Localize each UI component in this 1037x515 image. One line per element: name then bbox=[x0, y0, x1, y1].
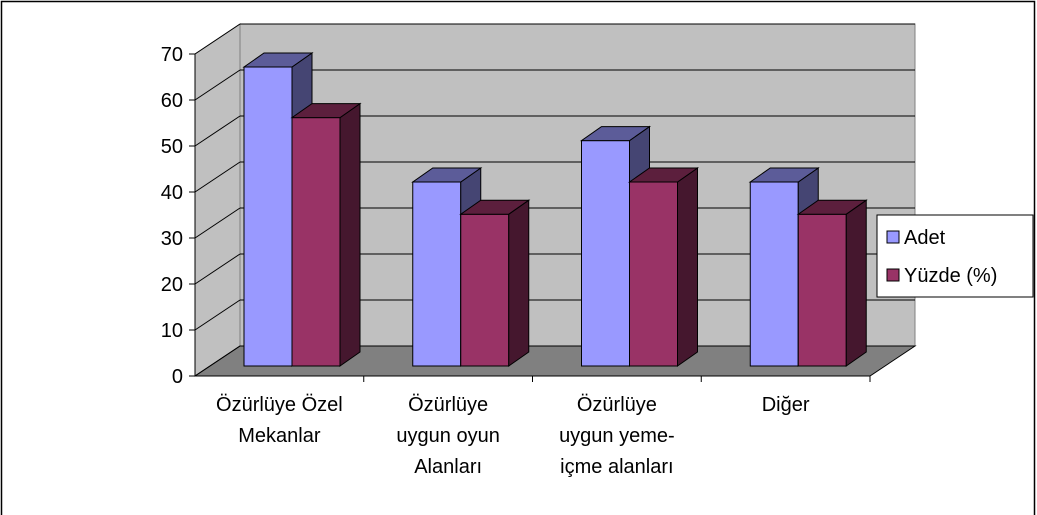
y-tick-label: 20 bbox=[161, 274, 183, 296]
grid-line bbox=[194, 69, 241, 101]
bar-top bbox=[459, 199, 531, 215]
grid-line bbox=[194, 23, 241, 55]
bar bbox=[290, 102, 362, 367]
bar-side bbox=[845, 199, 867, 367]
y-tick-label: 60 bbox=[161, 90, 183, 112]
bar-front bbox=[581, 140, 630, 367]
grid-line bbox=[194, 345, 241, 377]
y-tick-label: 10 bbox=[161, 320, 183, 342]
legend-label: Adet bbox=[904, 227, 946, 249]
bar-top bbox=[579, 126, 652, 142]
bar-top bbox=[242, 52, 314, 68]
bar-top bbox=[748, 167, 820, 183]
y-tick-label: 0 bbox=[172, 366, 183, 388]
bar bbox=[796, 199, 868, 367]
bar-front bbox=[797, 213, 847, 367]
legend-swatch bbox=[886, 268, 900, 282]
grid-line bbox=[194, 207, 241, 239]
legend-label: Yüzde (%) bbox=[904, 265, 997, 287]
bar-front bbox=[412, 181, 462, 367]
bar bbox=[627, 167, 700, 367]
grid-line bbox=[194, 299, 241, 331]
bar bbox=[459, 199, 531, 367]
bar-top bbox=[796, 199, 868, 215]
side-wall bbox=[194, 23, 241, 377]
bar-top bbox=[290, 103, 362, 119]
grid-line bbox=[194, 253, 241, 285]
bar-side bbox=[508, 199, 530, 367]
grid-line bbox=[194, 161, 241, 193]
y-tick-label: 50 bbox=[161, 136, 183, 158]
x-tick-label: Özürlüye Özel Mekanlar bbox=[216, 394, 343, 447]
legend-swatch bbox=[886, 230, 900, 244]
bar-side bbox=[339, 102, 361, 367]
y-tick-label: 70 bbox=[161, 44, 183, 66]
y-tick-label: 30 bbox=[161, 228, 183, 250]
x-tick-label: Özürlüye uygun yeme-içme alanları bbox=[559, 394, 675, 478]
y-tick-label: 40 bbox=[161, 182, 183, 204]
bar-front bbox=[243, 66, 293, 367]
x-tick-label: Diğer bbox=[762, 394, 810, 416]
bar-side bbox=[677, 167, 698, 367]
bar-front bbox=[749, 181, 799, 367]
bar-top bbox=[627, 167, 700, 183]
grid-line bbox=[194, 115, 241, 147]
bar-front bbox=[291, 117, 341, 367]
bar-top bbox=[411, 167, 483, 183]
bar-front bbox=[460, 213, 510, 367]
bar-front bbox=[629, 181, 678, 367]
x-tick-label: Özürlüye uygun oyun Alanları bbox=[396, 394, 499, 478]
legend-box bbox=[876, 214, 1034, 298]
